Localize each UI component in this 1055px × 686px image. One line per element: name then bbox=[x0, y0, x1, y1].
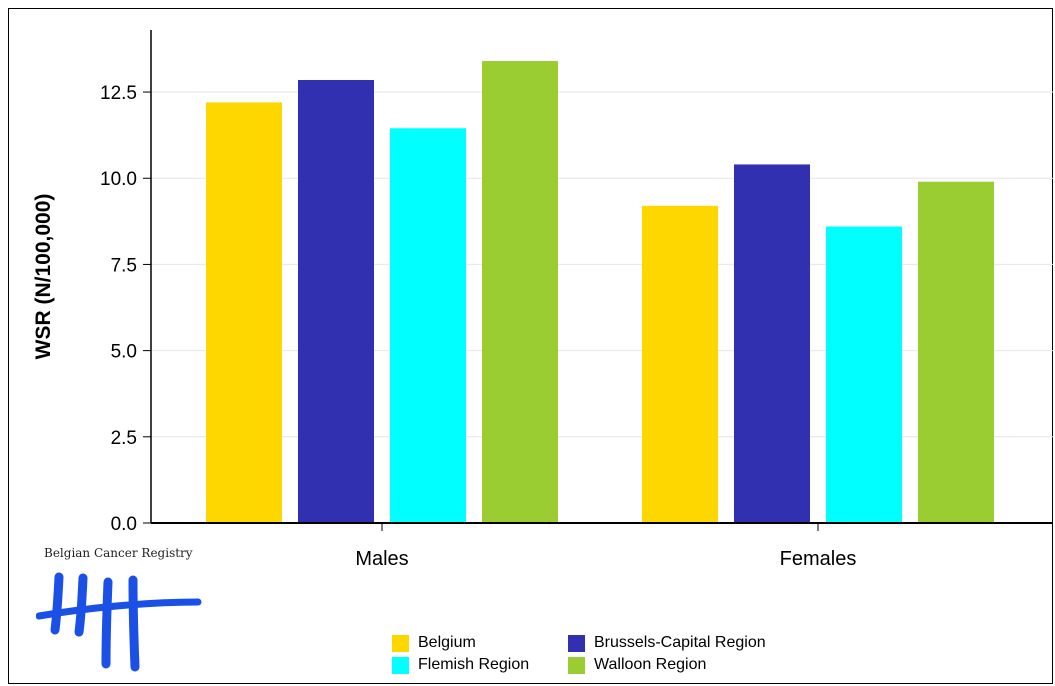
y-tick-label: 10.0 bbox=[100, 169, 137, 190]
belgian-cancer-registry-logo bbox=[36, 572, 202, 672]
bars bbox=[206, 61, 994, 524]
chart-frame bbox=[8, 8, 1053, 684]
legend-label: Brussels-Capital Region bbox=[594, 634, 766, 651]
y-tick-label: 7.5 bbox=[111, 255, 137, 276]
bar-brussels-capital-region-females bbox=[734, 164, 810, 524]
legend-item-walloon: Walloon Region bbox=[568, 656, 706, 674]
bar-flemish-region-females bbox=[826, 226, 902, 523]
bar-walloon-region-males bbox=[482, 61, 558, 523]
legend-label: Walloon Region bbox=[594, 656, 707, 673]
legend-swatch bbox=[568, 656, 585, 674]
legend-label: Belgium bbox=[418, 634, 476, 651]
y-tick-label: 0.0 bbox=[111, 514, 137, 535]
y-tick-label: 2.5 bbox=[111, 428, 137, 449]
legend-swatch bbox=[568, 634, 585, 652]
x-category-labels: Males Females bbox=[355, 548, 856, 570]
x-category-label: Males bbox=[355, 548, 408, 570]
bar-walloon-region-females bbox=[918, 181, 994, 523]
legend-label: Flemish Region bbox=[418, 656, 530, 673]
legend-item-flemish: Flemish Region bbox=[392, 656, 529, 674]
legend-swatch bbox=[392, 634, 409, 652]
bar-belgium-females bbox=[642, 205, 718, 523]
bar-flemish-region-males bbox=[390, 128, 466, 523]
grid-lines bbox=[151, 91, 1053, 438]
bar-brussels-capital-region-males bbox=[298, 79, 374, 524]
legend-swatch bbox=[392, 656, 409, 674]
x-category-label: Females bbox=[780, 548, 857, 570]
legend-item-belgium: Belgium bbox=[392, 634, 476, 652]
axes bbox=[143, 30, 1053, 531]
y-axis-title: WSR (N/100,000) bbox=[32, 194, 55, 360]
bar-belgium-males bbox=[206, 102, 282, 524]
y-tick-label: 12.5 bbox=[100, 83, 137, 104]
logo-text: Belgian Cancer Registry bbox=[44, 546, 193, 560]
y-tick-label: 5.0 bbox=[111, 342, 137, 363]
y-tick-labels: 0.0 2.5 5.0 7.5 10.0 12.5 bbox=[100, 83, 137, 535]
legend-item-brussels: Brussels-Capital Region bbox=[568, 634, 766, 652]
